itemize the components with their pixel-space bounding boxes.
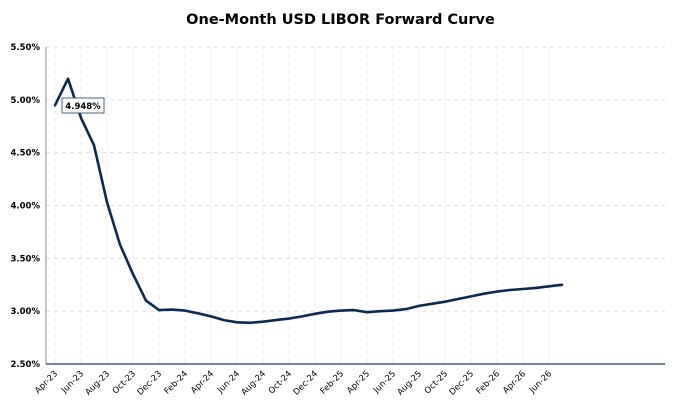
series-line <box>53 77 564 325</box>
x-tick-label: Aug-24 <box>239 369 268 398</box>
y-tick-label: 3.50% <box>11 254 41 264</box>
callout-box <box>61 97 105 114</box>
y-tick-label: 4.00% <box>11 202 41 212</box>
x-tick-label: Dec-25 <box>448 369 477 398</box>
y-tick-label: 2.50% <box>11 360 41 370</box>
x-tick-label: Dec-24 <box>292 369 321 398</box>
x-tick-label: Feb-26 <box>475 369 503 397</box>
x-tick-label: Apr-26 <box>501 369 528 396</box>
y-tick-label: 5.50% <box>11 43 41 53</box>
x-tick-label: Feb-24 <box>163 369 191 397</box>
chart-title: One-Month USD LIBOR Forward Curve <box>186 12 495 28</box>
x-tick-label: Dec-23 <box>136 369 165 398</box>
x-tick-label: Jun-26 <box>527 369 554 396</box>
x-tick-label: Feb-25 <box>319 369 347 397</box>
x-tick-label: Apr-25 <box>345 369 372 396</box>
x-tick-label: Jun-25 <box>371 369 398 396</box>
y-tick-label: 3.00% <box>11 307 41 317</box>
x-tick-label: Jun-24 <box>215 369 242 396</box>
x-tick-label: Apr-23 <box>33 369 60 396</box>
callout-label: 4.948% <box>65 102 101 112</box>
x-tick-label: Oct-23 <box>111 369 138 396</box>
x-tick-label: Oct-25 <box>423 369 450 396</box>
x-tick-label: Jun-23 <box>59 369 86 396</box>
y-tick-label: 5.00% <box>11 96 41 106</box>
x-tick-label: Apr-24 <box>189 369 216 396</box>
x-tick-label: Aug-23 <box>83 369 112 398</box>
x-tick-label: Aug-25 <box>395 369 424 398</box>
y-tick-label: 4.50% <box>11 149 41 159</box>
x-tick-label: Oct-24 <box>267 369 294 396</box>
